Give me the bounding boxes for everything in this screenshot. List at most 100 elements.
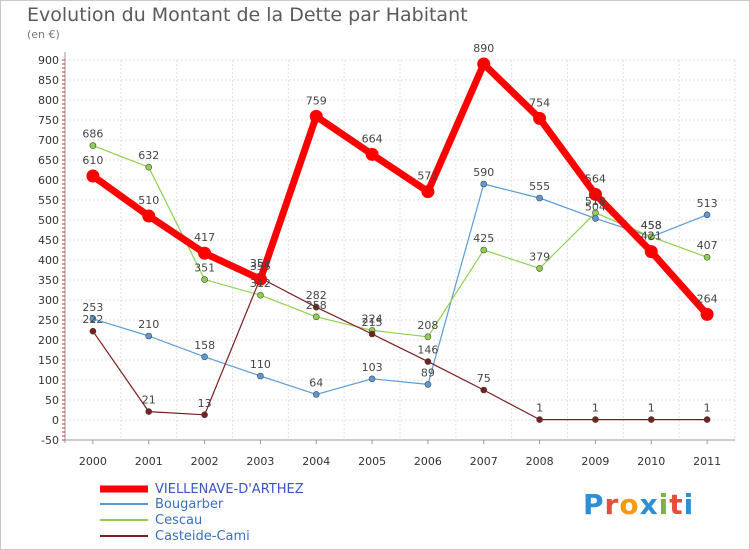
axes: -50 0 50 100 150 200 250 300 350 400 450 500 550 600 6… [38,52,735,468]
x-tick-label: 2007 [470,455,498,468]
data-label: 222 [82,313,103,326]
data-label: 686 [82,128,103,141]
y-tick-label: 900 [38,54,59,67]
series-line [89,60,711,318]
y-tick-label: 100 [38,374,59,387]
x-tick-label: 2000 [79,455,107,468]
x-tick-label: 2005 [358,455,386,468]
data-label: 610 [82,154,103,167]
data-labels-layer: 253 210 158 110 64 103 89 590 555 504 458 513 686 632… [82,42,717,415]
data-label: 21 [142,394,156,407]
logo-letter: i [683,488,695,521]
data-point [703,416,711,423]
data-label: 518 [585,195,606,208]
data-label: 1 [648,402,655,415]
x-tick-label: 2001 [135,455,163,468]
logo-letter: i [658,488,670,521]
y-tick-label: 600 [38,174,59,187]
data-label: 513 [697,197,718,210]
y-tick-label: 450 [38,234,59,247]
y-tick-label: 650 [38,154,59,167]
data-point [477,57,491,71]
y-tick-label: -50 [41,434,59,447]
data-label: 458 [641,219,662,232]
series-line [92,145,708,338]
series-viellenave-d-arthez [86,57,714,321]
data-label: 215 [362,316,383,329]
data-point [145,408,153,415]
x-tick-label: 2002 [191,455,219,468]
data-label: 458 [641,219,662,232]
data-label: 146 [417,344,438,357]
data-label: 504 [585,200,606,213]
series-layer [86,57,714,423]
legend-label: Casteide-Cami [155,529,250,544]
data-point [592,209,599,217]
data-point [89,327,97,335]
data-label: 75 [477,372,491,385]
data-point [201,353,208,361]
y-tick-label: 500 [38,214,59,227]
data-label: 759 [306,94,327,107]
data-point [480,246,488,254]
data-label: 425 [473,232,494,245]
data-point [201,411,208,419]
data-label: 571 [417,170,438,183]
data-point [368,330,376,338]
data-label: 210 [138,318,159,331]
data-point [86,169,100,183]
y-tick-label: 850 [38,74,59,87]
data-label: 1 [536,402,543,415]
data-point [592,215,599,222]
data-label: 352 [250,257,271,270]
data-point [145,332,153,340]
data-point [424,381,432,388]
data-point [253,272,267,286]
y-tick-label: 200 [38,334,59,347]
y-tick-label: 800 [38,94,59,107]
data-point [89,315,97,323]
x-tick-label: 2004 [302,455,330,468]
data-point [647,416,655,423]
data-point [368,375,376,383]
logo-letter: r [604,488,620,521]
data-point [480,386,488,394]
data-label: 64 [309,376,323,389]
y-tick-label: 350 [38,274,59,287]
data-point [703,253,711,261]
data-point [421,185,435,199]
data-label: 110 [250,358,271,371]
legend-label: Cescau [155,513,202,528]
data-point [312,313,320,321]
y-tick-label: 50 [45,394,59,407]
y-tick-label: 550 [38,194,59,207]
series-line [92,277,708,421]
data-point [142,209,156,223]
logo-letter: o [619,488,640,521]
data-label: 355 [250,260,271,273]
data-point [536,416,543,423]
data-label: 264 [697,292,718,305]
data-point [644,245,658,259]
data-label: 89 [421,366,435,379]
data-point [312,391,320,398]
data-point [89,142,97,149]
data-point [703,211,711,219]
data-point [257,372,264,380]
y-tick-label: 250 [38,314,59,327]
series-casteide-cami [89,274,711,423]
data-label: 890 [473,42,494,55]
data-label: 555 [529,180,550,193]
data-label: 590 [473,166,494,179]
series-bougarber [89,180,711,398]
data-label: 13 [198,397,212,410]
data-label: 754 [529,96,550,109]
proxiti-logo: Proxiti [583,488,694,521]
series-line [92,183,708,395]
data-label: 282 [306,289,327,302]
data-label: 208 [417,319,438,332]
data-point [424,358,432,365]
data-point [312,303,320,311]
y-tick-label: 300 [38,294,59,307]
